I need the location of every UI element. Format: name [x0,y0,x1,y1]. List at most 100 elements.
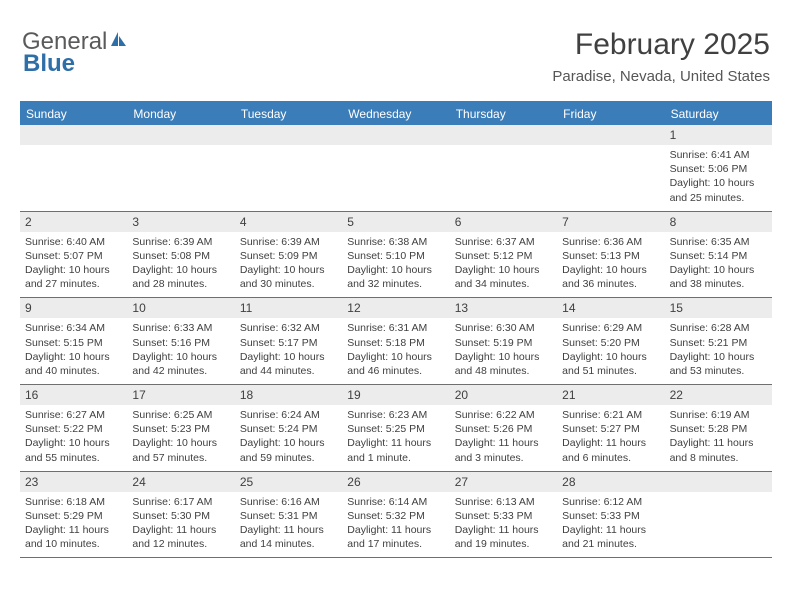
day-number: 21 [557,385,664,405]
logo: GeneralBlue [22,28,129,78]
calendar-cell [127,145,234,211]
cell-body: Sunrise: 6:27 AMSunset: 5:22 PMDaylight:… [20,405,127,465]
sunrise-text: Sunrise: 6:25 AM [132,408,229,422]
daylight-text: Daylight: 10 hours and 59 minutes. [240,436,337,464]
calendar-cell: Sunrise: 6:24 AMSunset: 5:24 PMDaylight:… [235,405,342,471]
calendar-cell: Sunrise: 6:13 AMSunset: 5:33 PMDaylight:… [450,492,557,558]
daylight-text: Daylight: 11 hours and 19 minutes. [455,523,552,551]
day-number: 26 [342,472,449,492]
day-number: 23 [20,472,127,492]
weekday-header: Tuesday [235,103,342,125]
cell-body [342,145,449,203]
calendar-cell: Sunrise: 6:23 AMSunset: 5:25 PMDaylight:… [342,405,449,471]
calendar-cell [665,492,772,558]
day-number: 5 [342,212,449,232]
sunset-text: Sunset: 5:24 PM [240,422,337,436]
calendar-cell [450,145,557,211]
day-number: 17 [127,385,234,405]
sunset-text: Sunset: 5:33 PM [562,509,659,523]
sunset-text: Sunset: 5:32 PM [347,509,444,523]
calendar-cell: Sunrise: 6:31 AMSunset: 5:18 PMDaylight:… [342,318,449,384]
daylight-text: Daylight: 10 hours and 36 minutes. [562,263,659,291]
calendar-cell: Sunrise: 6:39 AMSunset: 5:08 PMDaylight:… [127,232,234,298]
daylight-text: Daylight: 10 hours and 48 minutes. [455,350,552,378]
daylight-text: Daylight: 10 hours and 28 minutes. [132,263,229,291]
month-title: February 2025 [552,28,770,62]
sunset-text: Sunset: 5:17 PM [240,336,337,350]
day-number [127,125,234,145]
day-number [342,125,449,145]
day-number: 3 [127,212,234,232]
sunrise-text: Sunrise: 6:18 AM [25,495,122,509]
cell-body: Sunrise: 6:17 AMSunset: 5:30 PMDaylight:… [127,492,234,552]
sunset-text: Sunset: 5:16 PM [132,336,229,350]
cell-body: Sunrise: 6:29 AMSunset: 5:20 PMDaylight:… [557,318,664,378]
sunrise-text: Sunrise: 6:36 AM [562,235,659,249]
calendar-cell [557,145,664,211]
sunset-text: Sunset: 5:10 PM [347,249,444,263]
daylight-text: Daylight: 11 hours and 6 minutes. [562,436,659,464]
calendar: Sunday Monday Tuesday Wednesday Thursday… [20,101,772,558]
cell-body: Sunrise: 6:25 AMSunset: 5:23 PMDaylight:… [127,405,234,465]
sunrise-text: Sunrise: 6:34 AM [25,321,122,335]
daylight-text: Daylight: 10 hours and 40 minutes. [25,350,122,378]
sunrise-text: Sunrise: 6:35 AM [670,235,767,249]
sunrise-text: Sunrise: 6:33 AM [132,321,229,335]
daylight-text: Daylight: 11 hours and 10 minutes. [25,523,122,551]
daylight-text: Daylight: 11 hours and 12 minutes. [132,523,229,551]
sunrise-text: Sunrise: 6:39 AM [240,235,337,249]
sunrise-text: Sunrise: 6:19 AM [670,408,767,422]
day-number [557,125,664,145]
sunset-text: Sunset: 5:27 PM [562,422,659,436]
location-label: Paradise, Nevada, United States [552,68,770,85]
daylight-text: Daylight: 11 hours and 3 minutes. [455,436,552,464]
daylight-text: Daylight: 11 hours and 14 minutes. [240,523,337,551]
day-number: 9 [20,298,127,318]
sunset-text: Sunset: 5:26 PM [455,422,552,436]
day-number [20,125,127,145]
calendar-cell: Sunrise: 6:29 AMSunset: 5:20 PMDaylight:… [557,318,664,384]
calendar-cell: Sunrise: 6:18 AMSunset: 5:29 PMDaylight:… [20,492,127,558]
cell-body: Sunrise: 6:12 AMSunset: 5:33 PMDaylight:… [557,492,664,552]
sunrise-text: Sunrise: 6:41 AM [670,148,767,162]
daylight-text: Daylight: 10 hours and 27 minutes. [25,263,122,291]
day-number: 19 [342,385,449,405]
day-number: 10 [127,298,234,318]
sunset-text: Sunset: 5:15 PM [25,336,122,350]
calendar-cell: Sunrise: 6:17 AMSunset: 5:30 PMDaylight:… [127,492,234,558]
calendar-cell: Sunrise: 6:34 AMSunset: 5:15 PMDaylight:… [20,318,127,384]
daylight-text: Daylight: 10 hours and 46 minutes. [347,350,444,378]
sunset-text: Sunset: 5:06 PM [670,162,767,176]
week-row: 16171819202122Sunrise: 6:27 AMSunset: 5:… [20,385,772,472]
calendar-cell: Sunrise: 6:35 AMSunset: 5:14 PMDaylight:… [665,232,772,298]
daylight-text: Daylight: 10 hours and 30 minutes. [240,263,337,291]
daylight-text: Daylight: 10 hours and 51 minutes. [562,350,659,378]
cell-body [20,145,127,203]
sunset-text: Sunset: 5:07 PM [25,249,122,263]
calendar-cell [342,145,449,211]
daylight-text: Daylight: 10 hours and 57 minutes. [132,436,229,464]
cell-body: Sunrise: 6:14 AMSunset: 5:32 PMDaylight:… [342,492,449,552]
sunset-text: Sunset: 5:21 PM [670,336,767,350]
daylight-text: Daylight: 10 hours and 55 minutes. [25,436,122,464]
sunrise-text: Sunrise: 6:24 AM [240,408,337,422]
cell-body: Sunrise: 6:24 AMSunset: 5:24 PMDaylight:… [235,405,342,465]
day-number: 20 [450,385,557,405]
sunrise-text: Sunrise: 6:21 AM [562,408,659,422]
day-number: 18 [235,385,342,405]
daynum-row: 9101112131415 [20,298,772,318]
calendar-cell: Sunrise: 6:16 AMSunset: 5:31 PMDaylight:… [235,492,342,558]
sunset-text: Sunset: 5:20 PM [562,336,659,350]
sunrise-text: Sunrise: 6:12 AM [562,495,659,509]
daylight-text: Daylight: 10 hours and 53 minutes. [670,350,767,378]
daylight-text: Daylight: 10 hours and 42 minutes. [132,350,229,378]
daylight-text: Daylight: 11 hours and 1 minute. [347,436,444,464]
calendar-cell: Sunrise: 6:36 AMSunset: 5:13 PMDaylight:… [557,232,664,298]
day-number [450,125,557,145]
day-number: 28 [557,472,664,492]
cell-body: Sunrise: 6:31 AMSunset: 5:18 PMDaylight:… [342,318,449,378]
calendar-cell: Sunrise: 6:30 AMSunset: 5:19 PMDaylight:… [450,318,557,384]
calendar-cell: Sunrise: 6:25 AMSunset: 5:23 PMDaylight:… [127,405,234,471]
day-number: 11 [235,298,342,318]
cell-body [665,492,772,550]
